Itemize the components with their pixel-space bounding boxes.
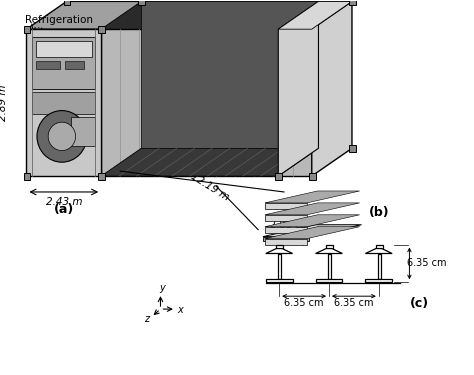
Text: 6.35 cm: 6.35 cm <box>334 298 374 308</box>
Polygon shape <box>101 2 319 29</box>
Bar <box>276 244 283 249</box>
Circle shape <box>37 111 87 162</box>
Bar <box>98 173 105 180</box>
Polygon shape <box>265 203 360 215</box>
Circle shape <box>48 122 75 151</box>
Text: 6.35 cm: 6.35 cm <box>407 258 447 268</box>
Text: (a): (a) <box>54 203 74 216</box>
Polygon shape <box>265 238 307 244</box>
Bar <box>275 173 282 180</box>
Polygon shape <box>263 237 309 241</box>
Bar <box>278 254 281 279</box>
Polygon shape <box>265 227 307 232</box>
Polygon shape <box>101 29 312 176</box>
Bar <box>266 279 292 282</box>
Text: 12.19 m: 12.19 m <box>189 171 231 202</box>
Bar <box>24 26 30 33</box>
Polygon shape <box>278 2 352 29</box>
Text: 2.43 m: 2.43 m <box>46 197 82 207</box>
Bar <box>36 41 91 57</box>
Bar <box>365 279 392 282</box>
Bar <box>378 254 381 279</box>
Text: 2.89 m: 2.89 m <box>0 84 9 121</box>
Bar <box>316 279 342 282</box>
Bar <box>328 254 331 279</box>
Polygon shape <box>265 191 360 203</box>
Bar <box>326 244 333 249</box>
Bar <box>98 26 105 33</box>
Text: x: x <box>178 305 183 315</box>
Text: Refrigeration
unit: Refrigeration unit <box>25 15 92 37</box>
Bar <box>138 0 145 5</box>
Polygon shape <box>365 249 392 254</box>
Polygon shape <box>27 2 352 29</box>
Text: 6.35 cm: 6.35 cm <box>284 298 324 308</box>
Text: z: z <box>144 314 149 324</box>
Bar <box>32 37 95 89</box>
Bar <box>309 173 316 180</box>
Bar <box>349 146 356 152</box>
Bar <box>72 117 95 146</box>
Text: y: y <box>160 283 165 293</box>
Text: Door: Door <box>317 31 342 41</box>
Bar <box>65 61 84 69</box>
Bar <box>24 173 30 180</box>
Bar <box>64 0 71 5</box>
Polygon shape <box>263 225 362 237</box>
Bar <box>36 61 60 69</box>
Polygon shape <box>312 2 352 176</box>
Polygon shape <box>266 249 292 254</box>
Bar <box>349 0 356 5</box>
Polygon shape <box>141 2 319 148</box>
Text: 2.85 cm: 2.85 cm <box>270 220 310 230</box>
Bar <box>32 92 95 114</box>
Polygon shape <box>278 2 319 176</box>
Polygon shape <box>265 227 360 238</box>
Polygon shape <box>265 203 307 209</box>
Polygon shape <box>316 249 342 254</box>
Bar <box>376 244 383 249</box>
Polygon shape <box>101 148 319 176</box>
Polygon shape <box>265 215 307 221</box>
Text: (b): (b) <box>369 206 390 219</box>
Polygon shape <box>27 29 101 176</box>
Polygon shape <box>265 215 360 227</box>
Text: (c): (c) <box>410 297 428 310</box>
